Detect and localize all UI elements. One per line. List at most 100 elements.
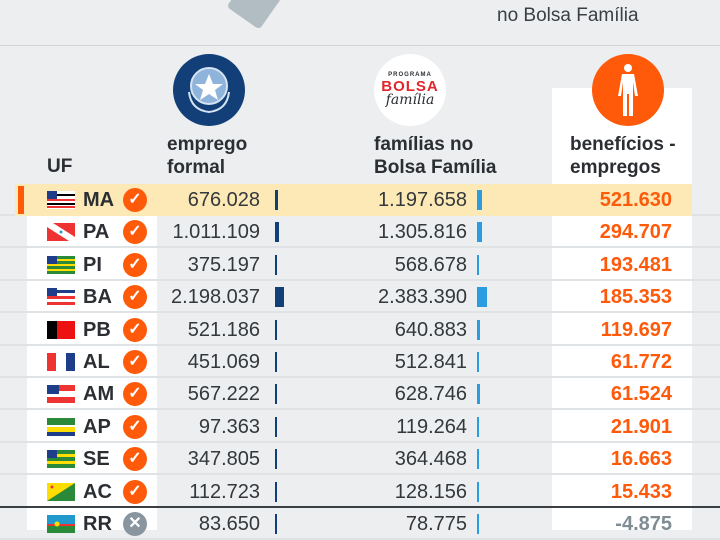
familias-bar bbox=[477, 254, 480, 275]
flag-ap-icon bbox=[47, 417, 75, 436]
familias-value: 128.156 bbox=[394, 480, 467, 503]
uf-label: MA bbox=[83, 189, 115, 211]
emprego-bar bbox=[275, 287, 285, 308]
check-icon: ✓ bbox=[123, 350, 147, 374]
emprego-bar bbox=[275, 319, 278, 340]
divider bbox=[0, 45, 720, 46]
check-icon: ✓ bbox=[123, 414, 147, 439]
table-row: RR ✕ 83.650 78.775 -4.875 bbox=[0, 508, 720, 540]
uf-label: PI bbox=[83, 253, 102, 276]
flag-pb-icon bbox=[47, 320, 75, 339]
emprego-bar bbox=[275, 352, 277, 372]
saldo-value: -4.875 bbox=[615, 513, 672, 535]
emprego-bar bbox=[275, 384, 278, 405]
person-icon bbox=[592, 54, 664, 126]
header-familias-line1: famílias no bbox=[374, 134, 474, 155]
flag-pi-icon bbox=[47, 255, 75, 274]
saldo-value: 119.697 bbox=[600, 318, 672, 341]
emprego-bar bbox=[275, 254, 277, 275]
header-emprego: emprego formal bbox=[167, 133, 247, 179]
familias-bar bbox=[477, 287, 487, 308]
saldo-value: 193.481 bbox=[599, 253, 672, 276]
emprego-bar bbox=[275, 416, 277, 437]
check-icon: ✓ bbox=[123, 188, 147, 212]
uf-label: PB bbox=[83, 318, 111, 341]
emprego-value: 567.222 bbox=[187, 383, 260, 406]
familias-bar bbox=[477, 190, 482, 210]
uf-label: SE bbox=[83, 448, 110, 471]
saldo-value: 185.353 bbox=[599, 286, 672, 309]
uf-label: RR bbox=[83, 513, 112, 535]
header-beneficios-line2: empregos bbox=[570, 157, 661, 178]
header-uf: UF bbox=[47, 156, 73, 177]
flag-ba-icon bbox=[47, 288, 75, 307]
familias-bar bbox=[477, 222, 483, 243]
flag-ac-icon bbox=[47, 482, 75, 501]
emprego-bar bbox=[275, 514, 277, 534]
uf-label: AC bbox=[83, 480, 112, 503]
beneficios-column-panel bbox=[552, 184, 692, 530]
familias-bar bbox=[477, 449, 479, 470]
emprego-value: 2.198.037 bbox=[171, 286, 260, 309]
familias-value: 512.841 bbox=[394, 351, 467, 373]
familias-value: 1.305.816 bbox=[378, 221, 467, 244]
emprego-value: 347.805 bbox=[187, 448, 260, 471]
emprego-icon bbox=[173, 54, 245, 126]
header-beneficios-line1: benefícios - bbox=[570, 134, 676, 155]
table-row: AM ✓ 567.222 628.746 61.524 bbox=[0, 378, 720, 411]
decorative-shape bbox=[226, 0, 284, 30]
saldo-value: 521.630 bbox=[599, 189, 672, 211]
table-row: SE ✓ 347.805 364.468 16.663 bbox=[0, 443, 720, 476]
highlight-marker bbox=[18, 186, 24, 214]
table-row: MA ✓ 676.028 1.197.658 521.630 bbox=[0, 184, 720, 216]
uf-label: AM bbox=[83, 383, 115, 406]
table-row: PB ✓ 521.186 640.883 119.697 bbox=[0, 314, 720, 346]
saldo-value: 16.663 bbox=[610, 448, 672, 471]
emprego-bar bbox=[275, 190, 278, 210]
saldo-value: 61.524 bbox=[610, 383, 672, 406]
emprego-value: 97.363 bbox=[198, 415, 260, 438]
table-row: BA ✓ 2.198.037 2.383.390 185.353 bbox=[0, 281, 720, 314]
table-row: PI ✓ 375.197 568.678 193.481 bbox=[0, 249, 720, 281]
table-row: AL ✓ 451.069 512.841 61.772 bbox=[0, 346, 720, 378]
familias-bar bbox=[477, 514, 479, 534]
familias-value: 119.264 bbox=[396, 415, 467, 438]
flag-se-icon bbox=[47, 450, 75, 469]
check-icon: ✓ bbox=[123, 479, 147, 504]
emprego-value: 521.186 bbox=[187, 318, 260, 341]
familias-bar bbox=[477, 416, 479, 437]
familias-value: 628.746 bbox=[394, 383, 467, 406]
emprego-value: 83.650 bbox=[198, 513, 260, 535]
familias-bar bbox=[477, 352, 480, 372]
header-emprego-line2: formal bbox=[167, 157, 226, 178]
uf-label: PA bbox=[83, 221, 110, 244]
familias-value: 568.678 bbox=[394, 253, 467, 276]
table-row: PA ✓ 1.011.109 1.305.816 294.707 bbox=[0, 216, 720, 249]
familias-value: 78.775 bbox=[405, 513, 467, 535]
flag-am-icon bbox=[47, 385, 75, 404]
header-beneficios: benefícios - empregos bbox=[570, 133, 676, 179]
top-caption: no Bolsa Família bbox=[497, 5, 639, 26]
check-icon: ✓ bbox=[123, 382, 147, 407]
table-row: AP ✓ 97.363 119.264 21.901 bbox=[0, 411, 720, 443]
check-icon: ✓ bbox=[123, 447, 147, 472]
check-icon: ✓ bbox=[123, 317, 147, 342]
header-familias-line2: Bolsa Família bbox=[374, 157, 497, 178]
familias-value: 364.468 bbox=[394, 448, 467, 471]
check-icon: ✓ bbox=[123, 252, 147, 277]
header-emprego-line1: emprego bbox=[167, 134, 248, 155]
emprego-bar bbox=[275, 481, 277, 502]
bolsa-familia-logo: PROGRAMA BOLSA família bbox=[374, 54, 446, 126]
saldo-value: 61.772 bbox=[610, 351, 672, 373]
flag-al-icon bbox=[47, 353, 75, 371]
emprego-bar bbox=[275, 449, 277, 470]
emprego-value: 112.723 bbox=[189, 480, 260, 503]
familias-value: 1.197.658 bbox=[378, 189, 467, 211]
header-familias: famílias no Bolsa Família bbox=[374, 133, 497, 179]
emprego-value: 375.197 bbox=[187, 253, 260, 276]
uf-label: BA bbox=[83, 286, 112, 309]
flag-pa-icon bbox=[47, 223, 75, 242]
threshold-separator bbox=[0, 506, 720, 508]
saldo-value: 294.707 bbox=[599, 221, 672, 244]
table-row: AC ✓ 112.723 128.156 15.433 bbox=[0, 476, 720, 508]
